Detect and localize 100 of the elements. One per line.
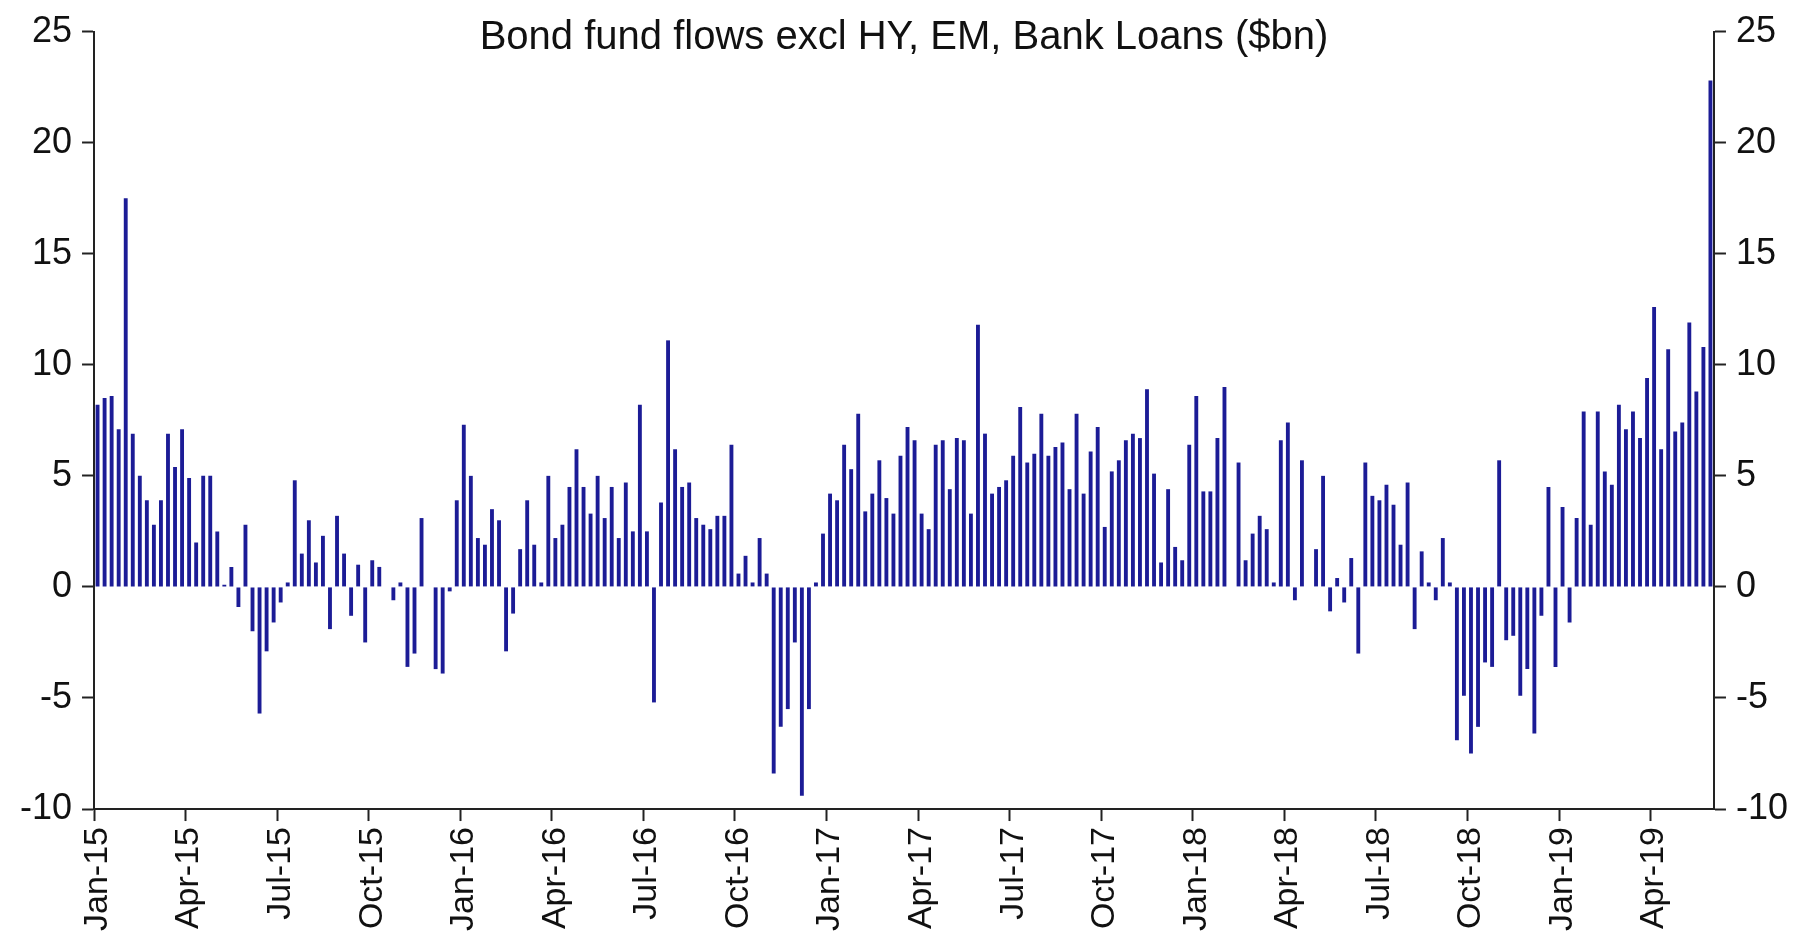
- bar: [1180, 560, 1185, 587]
- bar: [454, 500, 459, 587]
- x-tick-label: Jan-19: [1540, 827, 1579, 932]
- bar: [1046, 455, 1051, 587]
- bar: [532, 544, 537, 587]
- bar: [1687, 322, 1692, 587]
- bar: [398, 582, 403, 587]
- bar: [504, 587, 508, 652]
- bar: [130, 433, 135, 587]
- bar: [771, 587, 776, 774]
- bar: [363, 587, 368, 643]
- bar: [912, 440, 917, 587]
- bar: [1623, 429, 1628, 587]
- bar: [560, 524, 565, 587]
- bar: [1497, 460, 1502, 587]
- bar: [701, 524, 706, 587]
- bar: [1243, 560, 1248, 587]
- bar: [1426, 582, 1431, 587]
- bar: [1638, 438, 1642, 587]
- bar: [1102, 526, 1107, 587]
- bar: [1257, 515, 1262, 587]
- bar: [1490, 587, 1495, 667]
- bar: [1518, 587, 1523, 696]
- bar: [694, 518, 699, 587]
- bar: [1292, 587, 1297, 601]
- bar: [1673, 431, 1678, 587]
- bar: [123, 198, 128, 587]
- bar: [1145, 389, 1149, 587]
- y-tick-label: 25: [31, 8, 73, 50]
- bar: [835, 500, 840, 587]
- y-tick-label: 20: [31, 119, 73, 161]
- bar: [1116, 460, 1121, 587]
- bar: [644, 531, 649, 587]
- bar: [1462, 587, 1466, 696]
- bar: [229, 566, 234, 587]
- bar: [623, 482, 628, 587]
- bar: [1032, 453, 1037, 587]
- bar: [1609, 484, 1614, 587]
- bar: [285, 582, 290, 587]
- bar: [1574, 518, 1579, 587]
- bar: [1173, 546, 1178, 587]
- bar: [828, 493, 832, 587]
- bar: [799, 587, 804, 796]
- bar: [1095, 426, 1100, 587]
- bar: [447, 587, 452, 592]
- bar: [1349, 558, 1354, 587]
- bar: [877, 460, 882, 587]
- bar: [1666, 349, 1671, 587]
- bar: [299, 553, 304, 587]
- bar: [666, 340, 670, 587]
- x-tick-label: Apr-17: [899, 827, 938, 930]
- bar: [1363, 462, 1368, 587]
- bar: [1694, 391, 1699, 587]
- x-tick-label: Apr-15: [167, 827, 206, 930]
- bar: [1602, 471, 1607, 587]
- bar: [1652, 307, 1657, 587]
- bar: [1187, 444, 1192, 587]
- bar: [806, 587, 811, 710]
- x-tick-label: Apr-18: [1266, 827, 1305, 930]
- bar: [1581, 411, 1586, 587]
- bar: [933, 444, 938, 587]
- bar: [842, 444, 847, 587]
- bar: [1321, 475, 1326, 587]
- bar: [947, 489, 952, 587]
- bar: [976, 324, 980, 587]
- bar: [525, 500, 530, 587]
- bar: [137, 475, 142, 587]
- bar: [187, 478, 192, 587]
- x-tick-label: Jul-15: [259, 827, 298, 920]
- bar: [961, 440, 966, 587]
- bar: [1433, 587, 1438, 601]
- bar: [1447, 582, 1452, 587]
- bar: [1469, 587, 1473, 754]
- bar: [1377, 500, 1382, 587]
- bar: [349, 587, 354, 616]
- bar: [792, 587, 797, 643]
- bar: [1215, 438, 1220, 587]
- bar: [1595, 411, 1600, 587]
- bar: [616, 538, 621, 587]
- y2-tick-label: 15: [1735, 230, 1777, 272]
- y-tick-label: 10: [31, 341, 73, 383]
- y2-tick-label: 0: [1735, 563, 1756, 605]
- bar: [482, 544, 487, 587]
- bar: [194, 542, 199, 587]
- bar: [750, 582, 755, 587]
- y2-tick-label: -5: [1735, 674, 1768, 716]
- bar: [1680, 422, 1685, 587]
- bar: [983, 433, 987, 587]
- bar: [659, 502, 663, 587]
- bar: [1109, 471, 1114, 587]
- bar: [1511, 587, 1516, 636]
- bar: [1201, 491, 1206, 587]
- bar: [609, 486, 614, 587]
- bar: [335, 515, 339, 587]
- bar: [630, 531, 635, 587]
- bar: [1264, 529, 1269, 587]
- bar: [1588, 524, 1593, 587]
- bar: [1616, 404, 1621, 587]
- bar: [1152, 473, 1156, 587]
- x-tick-label: Jul-17: [991, 827, 1030, 920]
